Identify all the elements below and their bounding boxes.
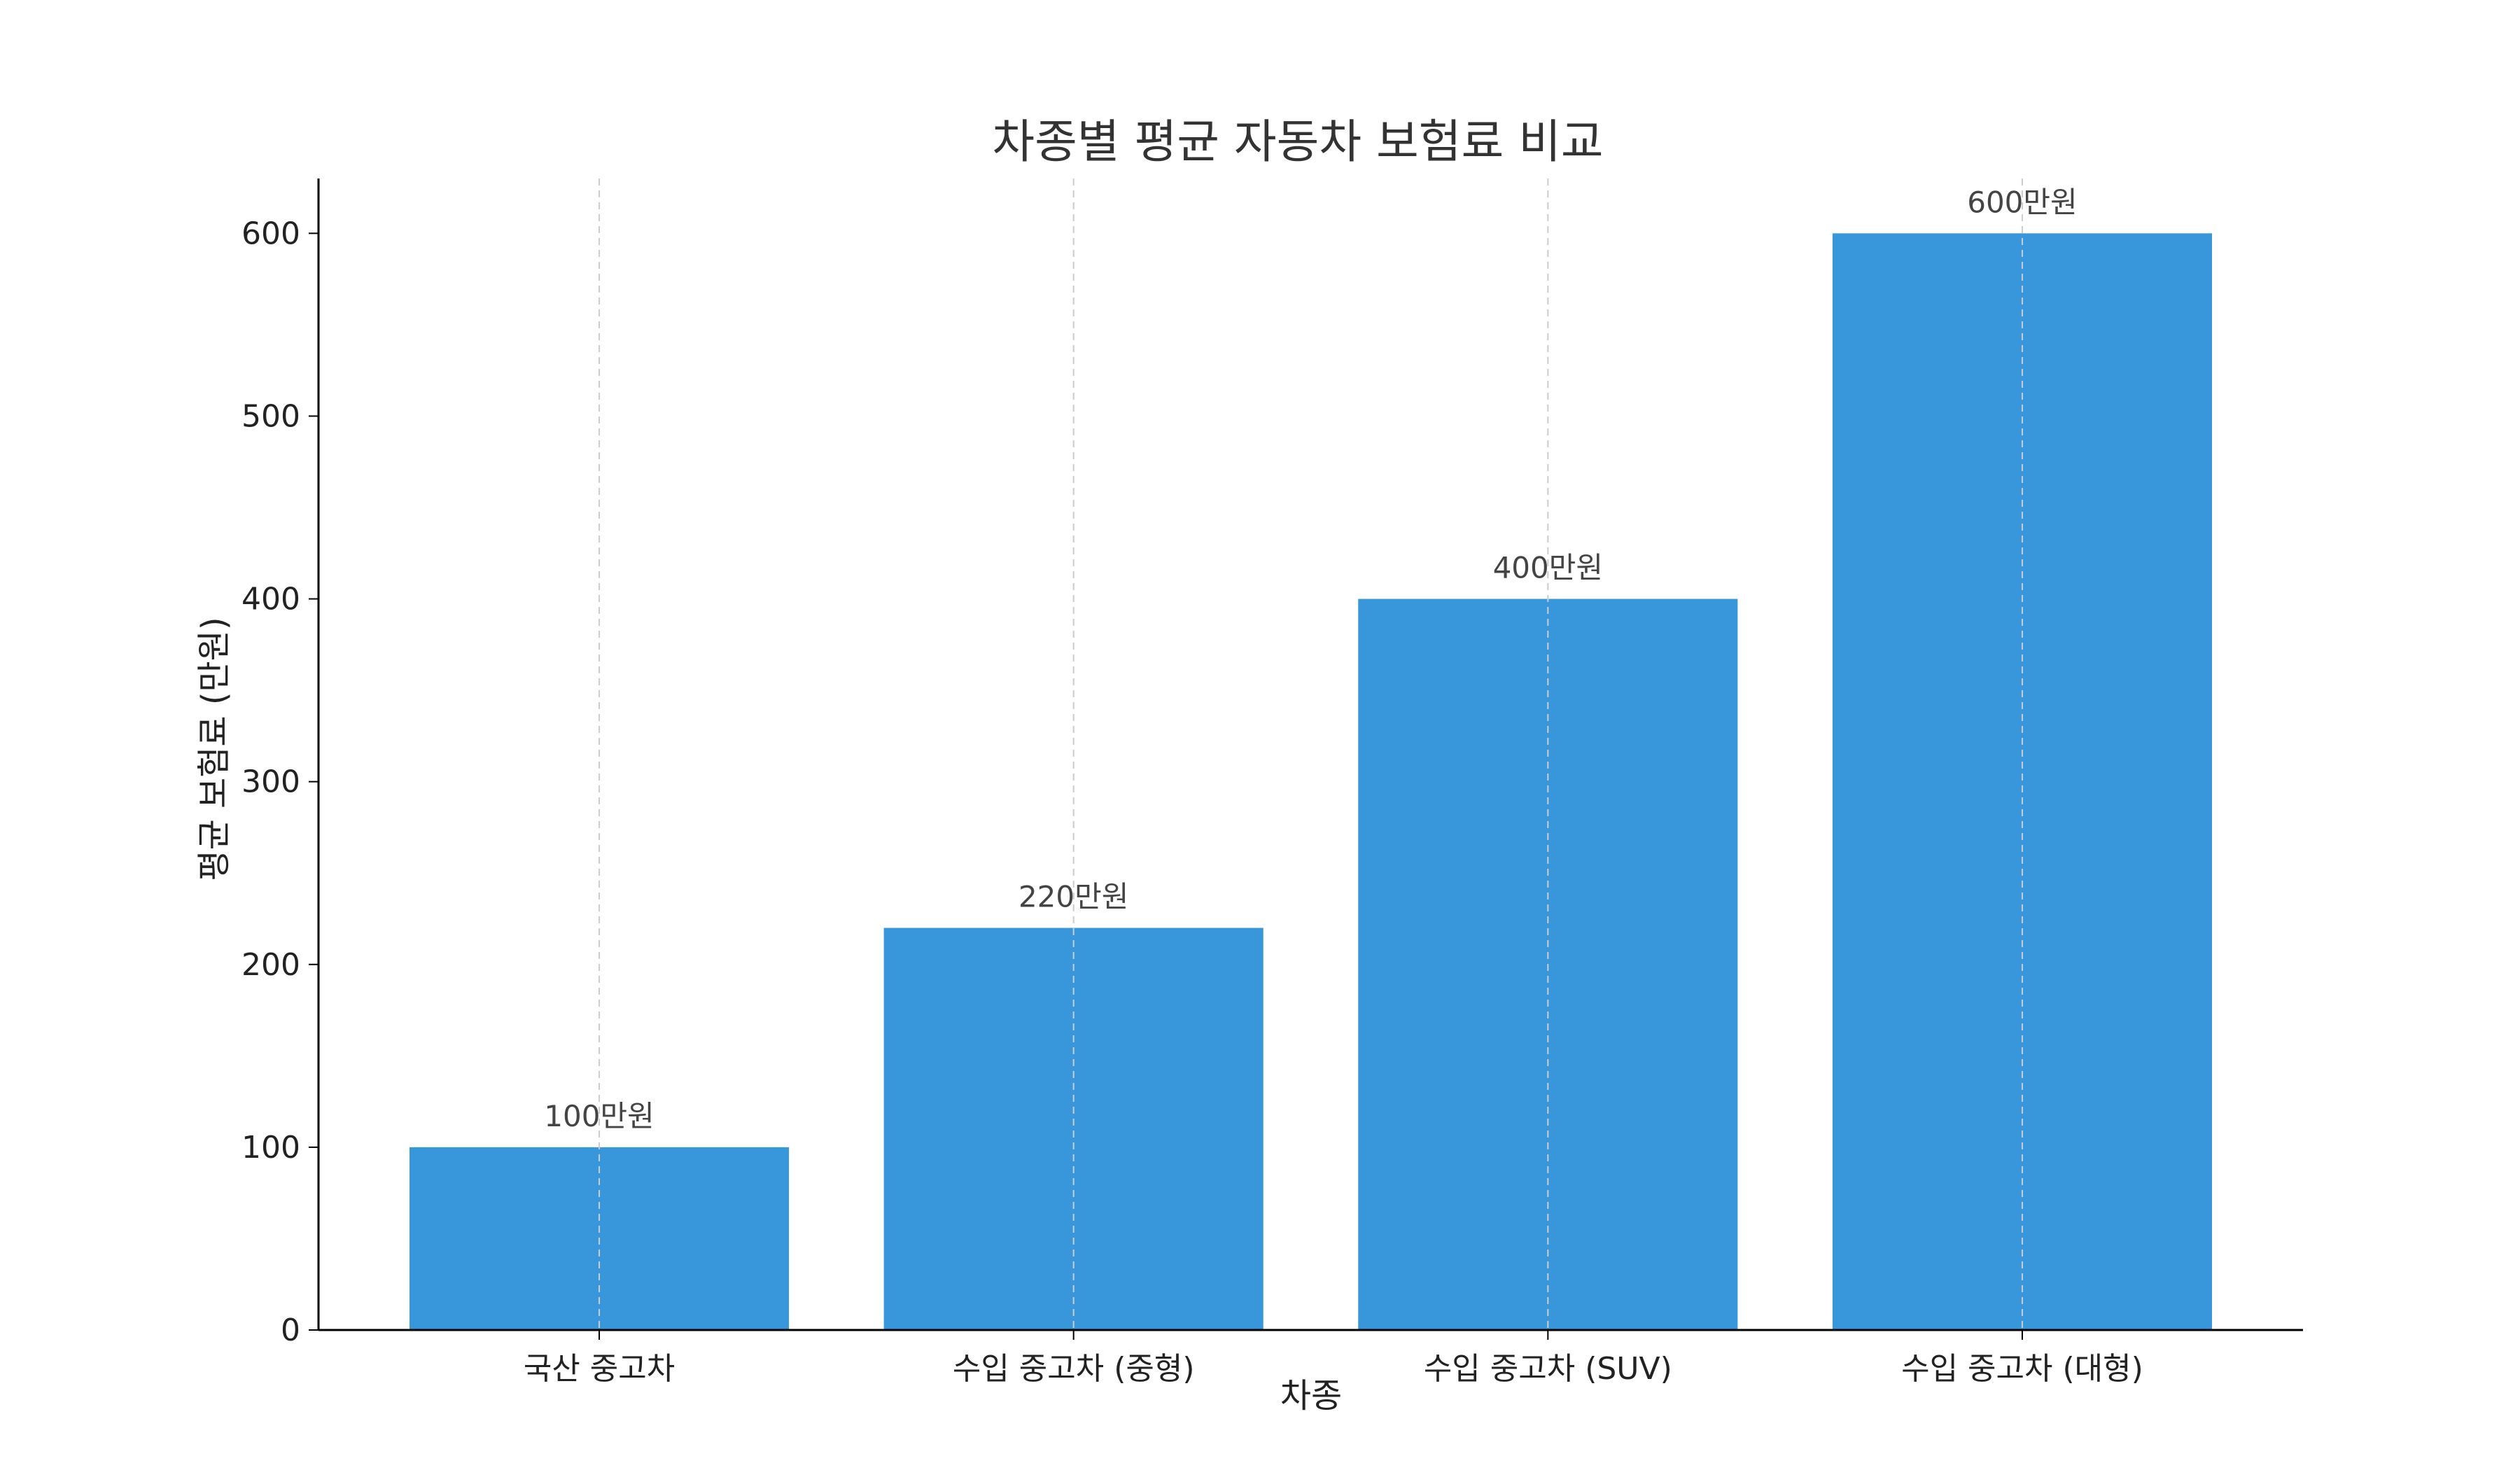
y-tick-label-6: 600	[241, 216, 300, 251]
y-tick-label-5: 500	[241, 398, 300, 434]
chart-title: 차종별 평균 자동차 보험료 비교	[992, 115, 1603, 169]
y-axis: 0 100 200 300 400 500 600	[241, 178, 320, 1348]
bars-layer	[410, 233, 2212, 1330]
x-tick-label-0: 국산 중고차	[524, 1351, 675, 1387]
y-axis-label: 평균 보험료 (만원)	[195, 617, 234, 881]
data-label-3: 600만원	[1967, 185, 2077, 219]
x-tick-label-1: 수입 중고차 (중형)	[953, 1351, 1195, 1387]
y-tick-label-1: 100	[241, 1130, 300, 1166]
data-label-2: 400만원	[1493, 551, 1603, 585]
y-tick-label-4: 400	[241, 582, 300, 617]
data-label-0: 100만원	[544, 1099, 654, 1133]
x-axis: 국산 중고차 수입 중고차 (중형) 수입 중고차 (SUV) 수입 중고차 (대형)	[318, 1329, 2303, 1387]
y-tick-label-0: 0	[281, 1312, 300, 1348]
y-tick-label-3: 300	[241, 764, 300, 800]
grid-overlay-layer	[598, 178, 2023, 1330]
y-tick-label-2: 200	[241, 947, 300, 983]
x-tick-label-2: 수입 중고차 (SUV)	[1424, 1351, 1672, 1387]
x-tick-label-3: 수입 중고차 (대형)	[1901, 1351, 2143, 1387]
x-axis-label: 차종	[1280, 1376, 1342, 1415]
